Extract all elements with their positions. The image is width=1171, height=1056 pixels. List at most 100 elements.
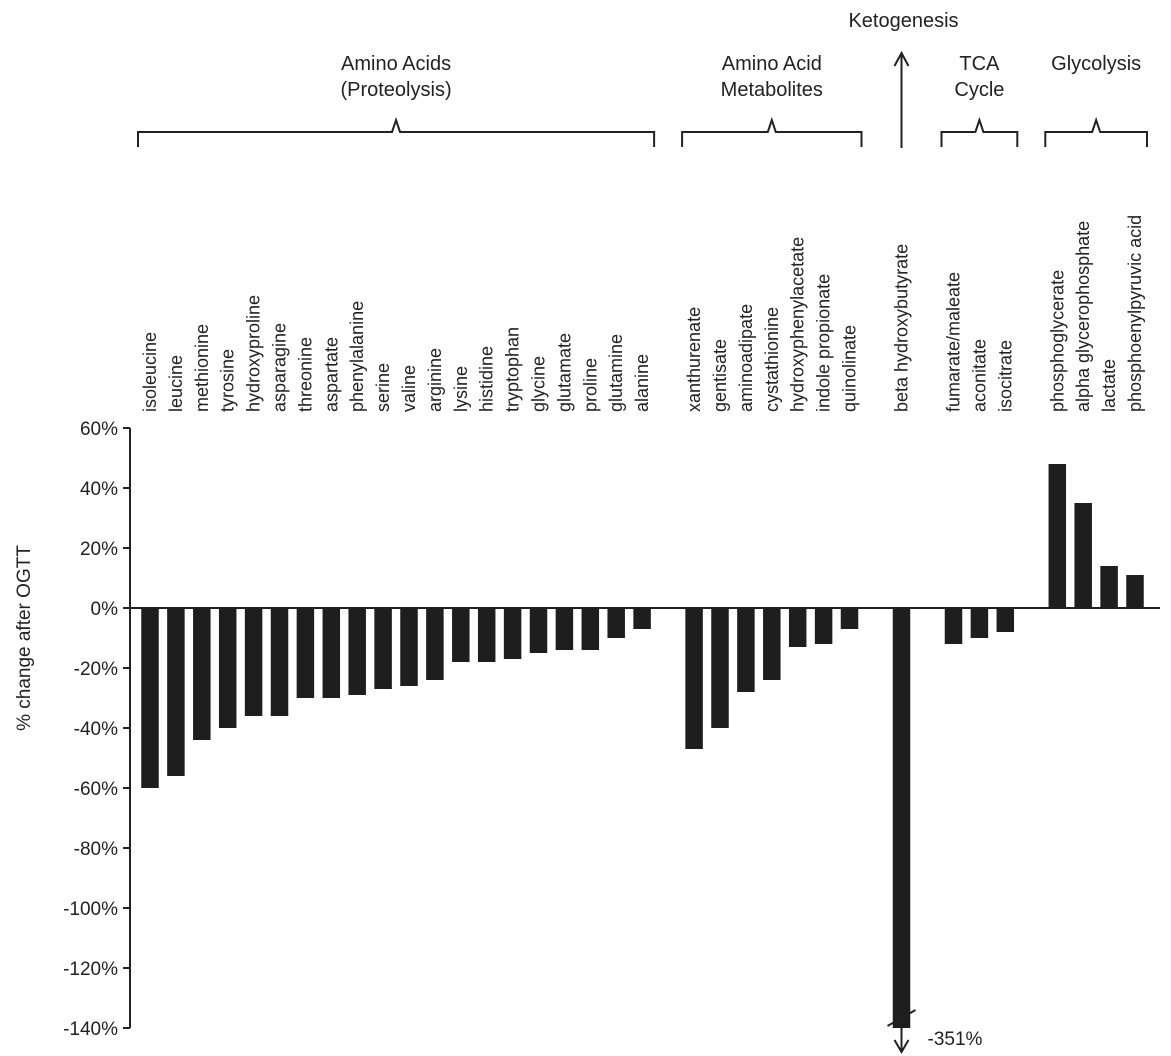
bar-serine — [374, 608, 392, 689]
bar-xanthurenate — [685, 608, 703, 749]
category-label-valine: valine — [399, 365, 419, 412]
bar-asparagine — [270, 608, 289, 716]
category-label-glutamate: glutamate — [554, 333, 574, 412]
y-axis-label: % change after OGTT — [14, 545, 35, 731]
bar-proline — [581, 608, 600, 650]
category-label-tyrosine: tyrosine — [218, 349, 238, 412]
category-label-isoleucine: isoleucine — [140, 332, 160, 412]
bar-aminoadipate — [737, 608, 755, 692]
bar-alpha-glycerophosphate — [1074, 503, 1092, 608]
category-label-threonine: threonine — [295, 337, 315, 412]
category-label-xanthurenate: xanthurenate — [684, 307, 704, 412]
bar-phosphoenylpyruvic-acid — [1126, 575, 1144, 608]
category-label-cystathionine: cystathionine — [762, 307, 782, 412]
category-label-serine: serine — [373, 363, 393, 412]
down-arrow-icon — [893, 1039, 910, 1054]
bar-lysine — [452, 608, 470, 662]
y-tick-label: 0% — [91, 599, 119, 620]
category-label-glycine: glycine — [529, 356, 549, 412]
category-label-asparagine: asparagine — [270, 323, 290, 412]
y-tick-label: -120% — [63, 959, 118, 980]
bar-arginine — [426, 608, 444, 680]
category-label-alpha-glycerophosphate: alpha glycerophosphate — [1073, 221, 1093, 412]
category-labels: isoleucine leucine methionine tyrosine hydro… — [140, 215, 1145, 412]
bracket-amino-acid-metabolites — [681, 116, 863, 147]
bar-isocitrate — [996, 608, 1015, 632]
category-label-aminoadipate: aminoadipate — [736, 304, 756, 412]
category-label-proline: proline — [580, 358, 600, 412]
annotation-label: -351% — [928, 1029, 983, 1050]
category-label-indole-propionate: indole propionate — [814, 274, 834, 412]
category-label-phosphoenylpyruvic-acid: phosphoenylpyruvic acid — [1125, 215, 1145, 412]
bar-aspartate — [322, 608, 341, 698]
up-arrow-icon — [893, 50, 910, 67]
category-label-fumarate-maleate: fumarate/maleate — [944, 272, 964, 412]
y-tick-label: -60% — [74, 779, 118, 800]
category-label-tryptophan: tryptophan — [503, 327, 523, 412]
bar-cystathionine — [763, 608, 781, 680]
category-label-hydroxyphenylacetate: hydroxyphenylacetate — [788, 237, 808, 412]
y-tick-label: -140% — [63, 1019, 118, 1040]
y-tick-label: -20% — [74, 659, 118, 680]
y-tick-label: 40% — [80, 479, 118, 500]
y-tick-label: -80% — [74, 839, 118, 860]
category-label-isocitrate: isocitrate — [995, 340, 1015, 412]
bar-quinolinate — [840, 608, 859, 629]
y-tick-label: 20% — [80, 539, 118, 560]
bar-threonine — [296, 608, 315, 698]
bar-indole-propionate — [814, 608, 833, 644]
bar-tyrosine — [218, 608, 237, 728]
bar-gentisate — [711, 608, 729, 728]
category-label-beta-hydroxybutyrate: beta hydroxybutyrate — [892, 244, 912, 412]
category-label-lactate: lactate — [1099, 359, 1119, 412]
bar-lactate — [1100, 566, 1118, 608]
bar-hydroxyphenylacetate — [788, 608, 807, 647]
category-label-phosphoglycerate: phosphoglycerate — [1047, 270, 1067, 412]
group-label-glycolysis: Glycolysis — [1051, 53, 1141, 75]
category-label-glutamine: glutamine — [606, 334, 626, 412]
category-label-aconitate: aconitate — [969, 339, 989, 412]
axes: 60% 40% 20% 0% -20% -40% -60% -80% -100% -120% -14… — [63, 419, 1160, 1040]
bar-beta-hydroxybutyrate — [892, 608, 911, 1028]
category-label-quinolinate: quinolinate — [840, 325, 860, 412]
category-label-histidine: histidine — [477, 346, 497, 412]
group-label-metabolites: Metabolites — [721, 79, 823, 101]
bar-hydroxyproline — [244, 608, 263, 716]
y-tick-label: 60% — [80, 419, 118, 440]
group-label-amino-acids: Amino Acids — [341, 53, 451, 75]
category-label-alanine: alanine — [632, 354, 652, 412]
bracket-glycolysis — [1044, 116, 1148, 147]
bar-fumarate-maleate — [944, 608, 963, 644]
category-label-lysine: lysine — [451, 366, 471, 412]
category-label-leucine: leucine — [166, 355, 186, 412]
annotations: -351% — [887, 1009, 983, 1054]
group-labels: Amino Acids (Proteolysis) Amino Acid Metabo… — [137, 10, 1148, 148]
y-tick-label: -40% — [74, 719, 118, 740]
bar-glutamate — [555, 608, 574, 650]
bar-methionine — [193, 608, 211, 740]
bar-phosphoglycerate — [1048, 464, 1067, 608]
category-label-methionine: methionine — [192, 324, 212, 412]
group-label-amino-acid: Amino Acid — [722, 53, 822, 75]
bar-aconitate — [970, 608, 989, 638]
category-label-aspartate: aspartate — [321, 337, 341, 412]
group-label-ketogenesis: Ketogenesis — [848, 10, 958, 32]
bar-glycine — [529, 608, 548, 653]
bar-valine — [400, 608, 418, 686]
bar-isoleucine — [141, 608, 159, 788]
category-label-hydroxyproline: hydroxyproline — [244, 295, 264, 412]
bar-phenylalanine — [348, 608, 366, 695]
bar-glutamine — [607, 608, 625, 638]
y-tick-label: -100% — [63, 899, 118, 920]
bar-histidine — [477, 608, 496, 662]
group-label-tca: TCA — [959, 53, 1000, 75]
bar-tryptophan — [503, 608, 522, 659]
group-label-cycle: Cycle — [954, 79, 1004, 101]
bracket-tca-cycle — [940, 116, 1019, 147]
category-label-gentisate: gentisate — [710, 339, 730, 412]
bar-leucine — [167, 608, 185, 776]
bracket-amino-acids-proteolysis — [137, 116, 656, 147]
bar-alanine — [633, 608, 651, 629]
category-label-phenylalanine: phenylalanine — [347, 301, 367, 412]
